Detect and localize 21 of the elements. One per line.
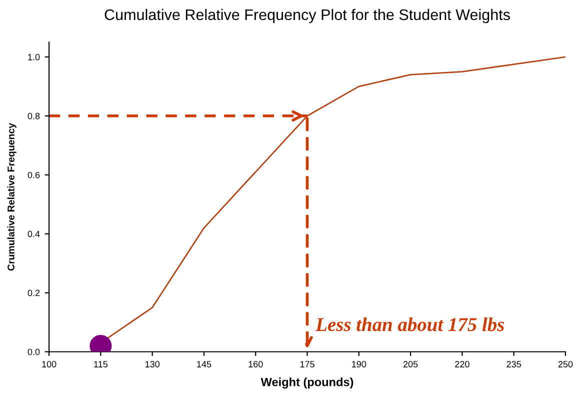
x-axis-title: Weight (pounds) bbox=[260, 378, 354, 389]
x-tick-label: 190 bbox=[352, 361, 366, 368]
y-tick-label: 0.4 bbox=[28, 230, 40, 238]
x-tick-label: 115 bbox=[94, 361, 108, 368]
annotation: Less than about 175 lbs bbox=[315, 317, 504, 332]
x-tick-label: 175 bbox=[300, 361, 314, 368]
x-tick-label: 160 bbox=[248, 361, 263, 368]
y-tick-label: 0.2 bbox=[28, 290, 40, 296]
x-tick-label: 235 bbox=[506, 361, 521, 368]
y-tick-label: 1.0 bbox=[28, 54, 40, 60]
x-tick-label: 130 bbox=[145, 361, 160, 368]
y-tick-label: 0.8 bbox=[28, 112, 40, 120]
x-tick-label: 250 bbox=[558, 361, 573, 368]
x-tick-label: 100 bbox=[42, 361, 56, 368]
y-tick-label: 0.0 bbox=[28, 348, 40, 356]
y-axis-title: Crumulative Relative Frequency bbox=[7, 123, 16, 271]
y-tick-label: 0.6 bbox=[28, 172, 40, 178]
x-tick-label: 220 bbox=[455, 361, 470, 368]
x-tick-label: 145 bbox=[197, 361, 212, 368]
x-tick-label: 205 bbox=[403, 361, 418, 368]
chart-title: Cumulative Relative Frequency Plot for the Student Weights bbox=[104, 8, 510, 24]
